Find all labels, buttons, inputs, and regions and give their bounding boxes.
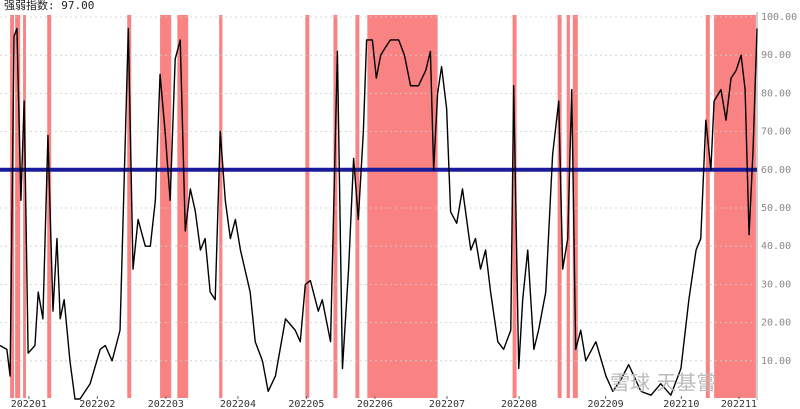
signal-band	[367, 15, 438, 398]
signal-band	[557, 15, 562, 398]
x-tick-label: 202207	[429, 399, 465, 409]
y-tick-label: 30.00	[761, 279, 791, 290]
y-tick-label: 10.00	[761, 356, 791, 367]
x-tick-label: 202206	[357, 399, 393, 409]
chart-title: 强弱指数: 97.00	[4, 0, 94, 12]
y-tick-label: 90.00	[761, 50, 791, 61]
x-tick-label: 202202	[79, 399, 115, 409]
x-tick-label: 202210	[663, 399, 699, 409]
y-tick-label: 50.00	[761, 203, 791, 214]
signal-band	[160, 15, 172, 398]
x-tick-label: 202203	[148, 399, 184, 409]
watermark: 雪球 天基嘗	[610, 371, 716, 395]
data-line	[0, 27, 758, 400]
x-tick-label: 202211	[721, 399, 757, 409]
signal-band	[705, 15, 710, 398]
signal-band	[512, 15, 517, 398]
y-tick-label: 80.00	[761, 88, 791, 99]
y-tick-label: 60.00	[761, 165, 791, 176]
y-tick-label: 100.00	[761, 12, 797, 23]
signal-band	[127, 15, 132, 398]
y-tick-label: 40.00	[761, 241, 791, 252]
x-tick-label: 202201	[11, 399, 47, 409]
y-tick-label: 70.00	[761, 127, 791, 138]
y-tick-label: 20.00	[761, 318, 791, 329]
signal-band	[572, 15, 578, 398]
signal-band	[219, 15, 223, 398]
signal-band	[177, 15, 189, 398]
signal-band	[47, 15, 52, 398]
signal-band	[305, 15, 310, 398]
x-tick-label: 202205	[288, 399, 324, 409]
x-tick-label: 202204	[220, 399, 256, 409]
x-tick-label: 202209	[588, 399, 624, 409]
signal-band	[333, 15, 338, 398]
signal-band	[15, 15, 21, 398]
x-tick-label: 202208	[501, 399, 537, 409]
signal-band	[23, 15, 26, 398]
